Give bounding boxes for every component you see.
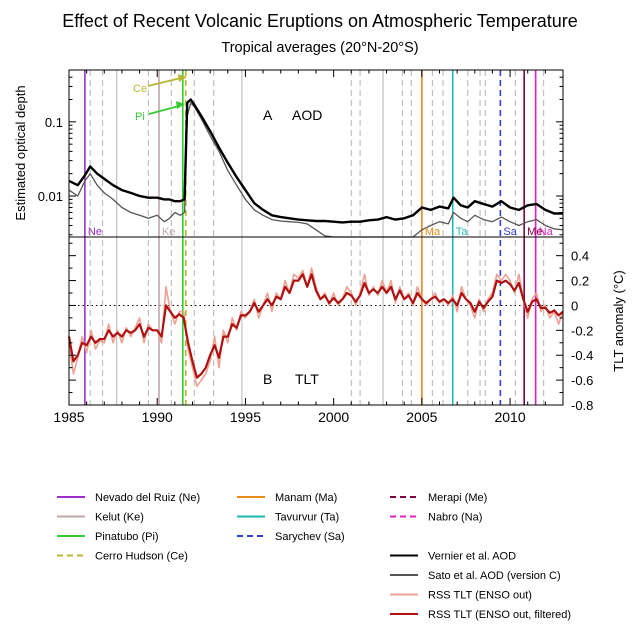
legend-label: Pinatubo (Pi) bbox=[95, 531, 159, 543]
panel-a-name: AOD bbox=[292, 107, 322, 123]
annotation-pi-arrow-line bbox=[148, 105, 180, 115]
annotation-ce-arrowhead bbox=[178, 74, 187, 82]
legend: Nevado del Ruiz (Ne) Kelut (Ke) Pinatubo (… bbox=[57, 492, 571, 621]
legend-label: Nabro (Na) bbox=[428, 512, 482, 524]
annotation-ce: Ce bbox=[133, 83, 147, 95]
panel-b-name: TLT bbox=[295, 371, 319, 387]
panel-a-frame bbox=[68, 69, 564, 238]
legend-label: Cerro Hudson (Ce) bbox=[95, 551, 188, 563]
y-tick-label-b: 0 bbox=[571, 298, 578, 313]
legend-label: RSS TLT (ENSO out, filtered) bbox=[428, 609, 571, 621]
annotation-ce-arrow-line bbox=[147, 77, 182, 87]
legend-label: Sato et al. AOD (version C) bbox=[428, 570, 561, 582]
eruption-label-me: Me bbox=[527, 226, 542, 238]
eruption-label-ta: Ta bbox=[456, 226, 469, 238]
y-tick-label-b: -0.6 bbox=[571, 373, 593, 388]
legend-label: Merapi (Me) bbox=[428, 492, 487, 504]
y-axis-label-b: TLT anomaly (°C) bbox=[611, 270, 626, 372]
eruption-label-sa: Sa bbox=[503, 226, 517, 238]
legend-label: Tavurvur (Ta) bbox=[275, 512, 339, 524]
x-tick-label: 2010 bbox=[494, 409, 525, 425]
legend-label: Kelut (Ke) bbox=[95, 512, 144, 524]
legend-label: Nevado del Ruiz (Ne) bbox=[95, 492, 200, 504]
y-tick-label-b: -0.8 bbox=[571, 398, 593, 413]
panel-a-label: A bbox=[263, 107, 273, 123]
eruption-label-ne: Ne bbox=[88, 226, 102, 238]
annotation-pi-arrowhead bbox=[176, 101, 185, 109]
panel-b-label: B bbox=[263, 371, 272, 387]
y-tick-label-b: -0.4 bbox=[571, 348, 593, 363]
y-tick-label-b: -0.2 bbox=[571, 323, 593, 338]
y-axis-label-a: Estimated optical depth bbox=[13, 85, 28, 220]
series-vernier-aod bbox=[68, 98, 563, 224]
y-tick-label-a: 0.1 bbox=[45, 115, 63, 130]
eruption-label-ma: Ma bbox=[425, 226, 441, 238]
x-tick-label: 2000 bbox=[318, 409, 349, 425]
legend-label: Sarychev (Sa) bbox=[275, 531, 345, 543]
legend-label: Manam (Ma) bbox=[275, 492, 337, 504]
legend-label: RSS TLT (ENSO out) bbox=[428, 590, 532, 602]
series-rss-tlt bbox=[68, 267, 564, 388]
y-tick-label-b: 0.4 bbox=[571, 249, 589, 264]
x-tick-label: 1985 bbox=[53, 409, 84, 425]
eruption-label-ke: Ke bbox=[162, 226, 175, 238]
eruption-label-na: Na bbox=[539, 226, 554, 238]
y-tick-label-b: 0.2 bbox=[571, 274, 589, 289]
legend-label: Vernier et al. AOD bbox=[428, 551, 516, 563]
series-rss-tlt-filtered bbox=[67, 273, 564, 379]
x-tick-label: 1990 bbox=[142, 409, 173, 425]
x-tick-label: 2005 bbox=[406, 409, 437, 425]
chart-subtitle: Tropical averages (20°N-20°S) bbox=[221, 40, 418, 56]
annotation-pi: Pi bbox=[135, 111, 145, 123]
x-tick-label: 1995 bbox=[230, 409, 261, 425]
y-tick-label-a: 0.01 bbox=[38, 189, 63, 204]
series-sato-aod bbox=[68, 102, 564, 238]
chart-title: Effect of Recent Volcanic Eruptions on A… bbox=[62, 11, 578, 31]
